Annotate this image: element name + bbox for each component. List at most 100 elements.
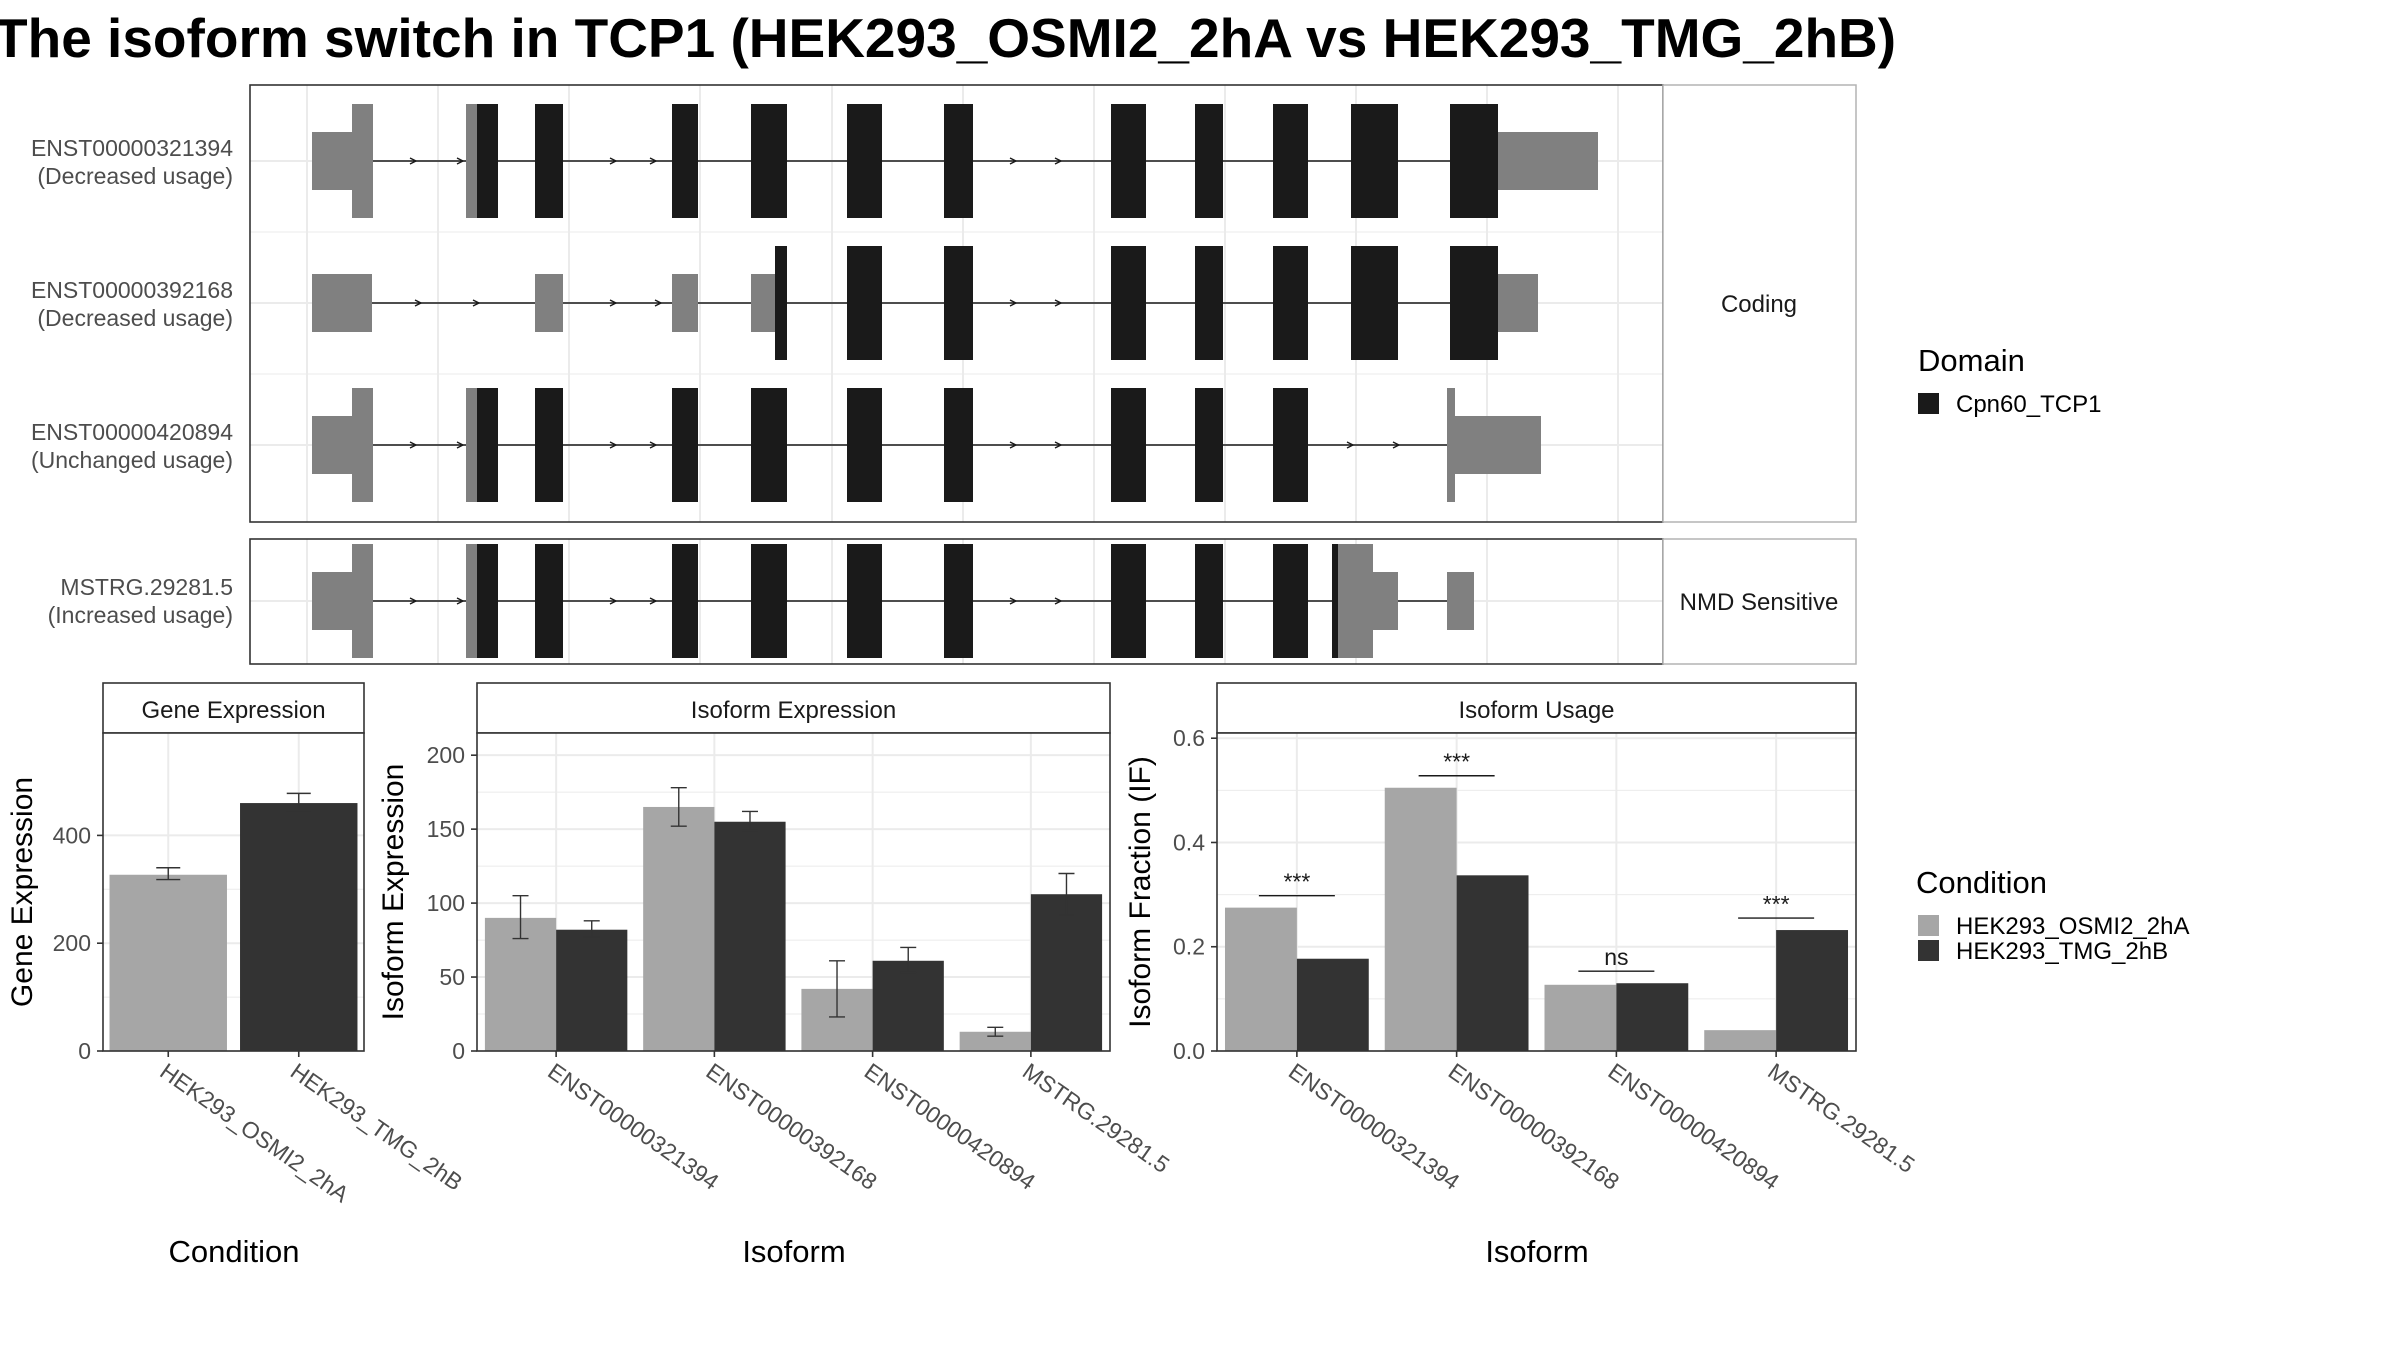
strand-arrow [472,299,481,307]
exon-domain [847,104,882,218]
strand-arrow [409,597,418,605]
exon-domain [1351,246,1398,360]
exon-domain [1332,544,1338,658]
condition-legend-swatch-b [1918,940,1939,961]
exon-domain [1450,246,1498,360]
bar [714,821,786,1051]
x-tick-label: ENST00000321394 [543,1058,724,1195]
isoform-label: ENST00000420894 [31,419,233,445]
y-tick-label: 200 [427,742,465,768]
strand-arrow [1009,597,1018,605]
exon-domain [1351,104,1398,218]
exon-domain [1111,388,1146,502]
exon-domain [1195,104,1223,218]
exon-domain [944,246,973,360]
exon-utr [312,274,372,332]
x-tick-label: ENST00000392168 [702,1058,882,1195]
isoform-label: MSTRG.29281.5 [60,574,233,600]
bar [959,1031,1031,1051]
significance-label: *** [1763,891,1790,917]
y-tick-label: 0 [78,1038,91,1064]
exon-domain [1273,544,1308,658]
facet-label-nmd: NMD Sensitive [1680,589,1839,616]
bar [1456,875,1529,1051]
exon-utr [312,132,352,190]
condition-legend-item-b: HEK293_TMG_2hB [1956,938,2168,965]
exon-domain [535,104,563,218]
y-tick-label: 200 [53,930,91,956]
exon-domain [672,104,698,218]
exon-utr [751,274,775,332]
strand-arrow [409,157,418,165]
exon-utr [672,274,698,332]
bar [109,874,227,1051]
strand-arrow [1009,157,1018,165]
exon-domain [535,544,563,658]
figure-title: The isoform switch in TCP1 (HEK293_OSMI2… [0,7,1896,69]
isoform-usage-label: (Unchanged usage) [31,447,233,473]
exon-domain [944,104,973,218]
strand-arrow [456,157,465,165]
y-tick-label: 100 [427,890,465,916]
y-tick-label: 0.0 [1173,1038,1205,1064]
chart-title: Isoform Expression [691,697,896,724]
y-tick-label: 0.6 [1173,725,1205,751]
y-tick-label: 50 [439,964,465,990]
exon-domain [672,388,698,502]
strand-arrow [1009,299,1018,307]
exon-utr [466,104,477,218]
bar [1544,984,1617,1051]
y-axis-title: Isoform Fraction (IF) [1124,756,1157,1028]
exon-domain [1111,246,1146,360]
chart-title: Gene Expression [141,697,325,724]
plot-border [476,732,1111,1052]
bar [484,917,557,1051]
exon-domain [1450,104,1498,218]
strand-arrow [1054,157,1063,165]
bar [1776,930,1849,1051]
strand-arrow [1009,441,1018,449]
isoform-label: ENST00000321394 [31,135,233,161]
plot-border [1216,732,1857,1052]
isoform-label: ENST00000392168 [31,277,233,303]
exon-utr [1447,388,1455,502]
exon-domain [944,544,973,658]
facet-strip-nmd [1662,538,1857,665]
condition-legend-title: Condition [1916,865,2047,900]
exon-domain [1273,104,1308,218]
strand-arrow [1054,441,1063,449]
bar [556,929,628,1051]
y-tick-label: 0.4 [1173,829,1205,855]
chart-title-strip [1216,682,1857,734]
exon-utr [1455,416,1541,474]
isoform-usage-label: (Decreased usage) [37,305,233,331]
x-tick-label: ENST00000321394 [1284,1058,1465,1195]
bar [240,803,358,1051]
x-tick-label: ENST00000420894 [860,1058,1041,1195]
strand-arrow [649,157,658,165]
exon-utr [352,104,373,218]
strand-arrow [456,597,465,605]
exon-domain [751,104,787,218]
exon-utr [352,544,373,658]
exon-utr [466,388,477,502]
exon-domain [477,104,498,218]
y-axis-title: Isoform Expression [377,764,410,1021]
y-axis-title: Gene Expression [6,777,39,1007]
exon-domain [847,246,882,360]
x-axis-title: Condition [169,1234,300,1269]
chart-title-strip [476,682,1111,734]
y-tick-label: 0.2 [1173,934,1205,960]
bar [1384,787,1457,1051]
exon-utr [312,416,352,474]
x-tick-label: ENST00000420894 [1604,1058,1785,1195]
exon-domain [1273,246,1308,360]
bar [1224,907,1297,1051]
chart-panel-3: Isoform Usage 0.0 0.2 0.4 0.6 *** *** ns *** ENST… [1124,682,1920,1269]
strand-arrow [649,441,658,449]
condition-legend: Condition HEK293_OSMI2_2hA HEK293_TMG_2h… [1916,865,2189,965]
exon-utr [312,572,352,630]
x-tick-label: MSTRG.29281.5 [1018,1058,1174,1178]
chart-title: Isoform Usage [1458,697,1614,724]
